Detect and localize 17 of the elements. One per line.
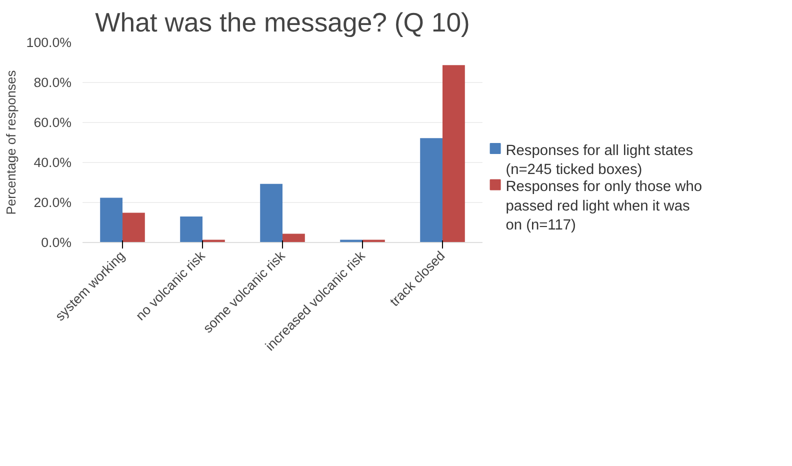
legend-label: Responses for all light states (n=245 ticked boxes) — [506, 142, 694, 178]
bar — [260, 184, 282, 242]
y-tick-label: 60.0% — [34, 115, 72, 130]
bar — [122, 212, 145, 242]
bar — [282, 234, 305, 242]
y-tick-label: 0.0% — [41, 235, 72, 250]
bar — [420, 138, 442, 242]
y-tick-label: 20.0% — [34, 195, 72, 210]
bar — [180, 216, 202, 242]
bar — [442, 65, 465, 242]
y-axis-title: Percentage of responses — [3, 70, 18, 215]
legend-label: Responses for only those who passed red light when it was on (n=117) — [506, 179, 702, 234]
y-tick-label: 100.0% — [26, 35, 72, 50]
bar — [100, 198, 122, 242]
y-tick-label: 80.0% — [34, 75, 72, 90]
y-tick-label: 40.0% — [34, 155, 72, 170]
chart-title: What was the message? (Q 10) — [95, 8, 470, 38]
